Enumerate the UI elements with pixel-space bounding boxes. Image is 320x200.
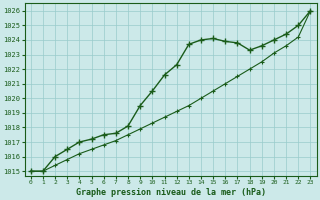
X-axis label: Graphe pression niveau de la mer (hPa): Graphe pression niveau de la mer (hPa) (76, 188, 266, 197)
